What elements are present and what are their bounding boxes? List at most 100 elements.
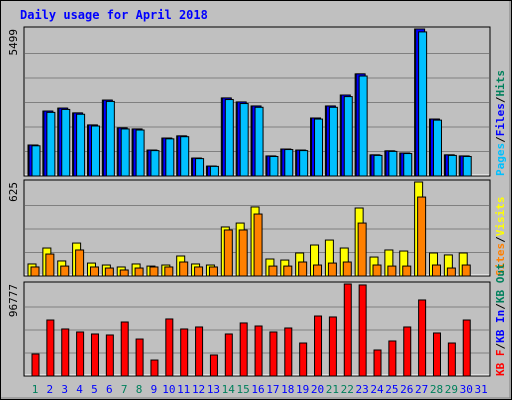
bar	[195, 326, 204, 377]
x-tick-label: 18	[281, 383, 294, 396]
bar	[358, 75, 368, 177]
bar	[284, 327, 293, 377]
bar	[357, 222, 367, 277]
bar	[119, 269, 129, 277]
bar	[61, 328, 70, 377]
bar	[269, 155, 279, 177]
bar	[461, 264, 471, 277]
x-tick-label: 29	[445, 383, 458, 396]
legend-entry: KB In	[494, 310, 507, 343]
bar	[150, 150, 160, 177]
bar	[373, 349, 382, 377]
x-tick-label: 19	[296, 383, 309, 396]
legend-separator: /	[494, 303, 507, 310]
bar	[30, 266, 40, 277]
bar	[150, 359, 159, 377]
bar	[314, 118, 324, 177]
x-tick-label: 7	[121, 383, 128, 396]
bar	[462, 155, 472, 177]
bar	[61, 108, 71, 177]
bar	[120, 321, 129, 377]
bar	[403, 153, 413, 177]
y-axis-max: 96777	[7, 284, 20, 317]
bar	[432, 332, 441, 377]
bar	[462, 319, 471, 377]
bar	[418, 31, 428, 177]
x-tick-label: 25	[385, 383, 398, 396]
bar	[328, 106, 338, 177]
bar	[342, 261, 352, 277]
x-tick-label: 27	[415, 383, 428, 396]
x-tick-label: 20	[311, 383, 324, 396]
x-tick-label: 30	[460, 383, 473, 396]
bar	[180, 328, 189, 377]
bar	[299, 342, 308, 377]
bar	[31, 145, 41, 177]
bar	[209, 165, 219, 177]
bar	[403, 326, 412, 377]
bar	[194, 266, 204, 277]
x-tick-label: 31	[474, 383, 487, 396]
legend: Pages/Files/Hits	[494, 70, 507, 176]
legend-entry: Sites	[494, 243, 507, 276]
y-axis-max: 5499	[7, 29, 20, 56]
bar	[45, 253, 55, 277]
x-tick-label: 21	[326, 383, 339, 396]
bar	[89, 266, 99, 277]
legend-entry: KB F	[494, 350, 507, 377]
bar	[388, 340, 397, 377]
bar	[164, 266, 174, 277]
x-tick-label: 15	[237, 383, 250, 396]
bar	[149, 266, 159, 277]
bar	[328, 316, 337, 377]
x-tick-label: 26	[400, 383, 413, 396]
bar	[269, 331, 278, 377]
bar	[209, 354, 218, 377]
bar	[327, 262, 337, 277]
chart-title: Daily usage for April 2018	[20, 8, 208, 22]
x-tick-label: 23	[356, 383, 369, 396]
bar	[31, 353, 40, 377]
bar	[254, 106, 264, 177]
x-tick-label: 8	[136, 383, 143, 396]
x-tick-label: 22	[341, 383, 354, 396]
bar	[446, 267, 456, 277]
bar	[75, 249, 85, 277]
legend-entry: Visits	[494, 197, 507, 237]
bar	[223, 229, 233, 277]
bar	[76, 331, 85, 377]
bar	[253, 213, 263, 277]
bar	[135, 338, 144, 377]
x-tick-label: 14	[222, 383, 236, 396]
legend-entry: Pages	[494, 143, 507, 176]
bar	[343, 283, 352, 377]
bar	[165, 318, 174, 377]
x-tick-label: 6	[106, 383, 113, 396]
bar	[402, 265, 412, 277]
bar	[314, 315, 323, 377]
x-tick-label: 2	[47, 383, 54, 396]
bar	[283, 265, 293, 277]
x-tick-label: 5	[91, 383, 98, 396]
legend-separator: /	[494, 343, 507, 350]
bar	[254, 325, 263, 377]
x-tick-label: 11	[177, 383, 190, 396]
x-tick-label: 17	[266, 383, 279, 396]
x-tick-label: 9	[151, 383, 158, 396]
bar	[195, 158, 205, 177]
legend-separator: /	[494, 96, 507, 103]
bar	[372, 264, 382, 277]
x-tick-label: 10	[162, 383, 175, 396]
legend-entry: Files	[494, 103, 507, 136]
bar	[447, 342, 456, 377]
bar	[90, 333, 99, 377]
legend-separator: /	[494, 136, 507, 143]
x-tick-label: 3	[61, 383, 68, 396]
bar	[105, 334, 114, 377]
legend-entry: KB Out	[494, 263, 507, 303]
bar	[298, 261, 308, 277]
x-tick-label: 24	[370, 383, 384, 396]
bar	[447, 154, 457, 177]
bar	[60, 265, 70, 277]
bar	[388, 150, 398, 177]
